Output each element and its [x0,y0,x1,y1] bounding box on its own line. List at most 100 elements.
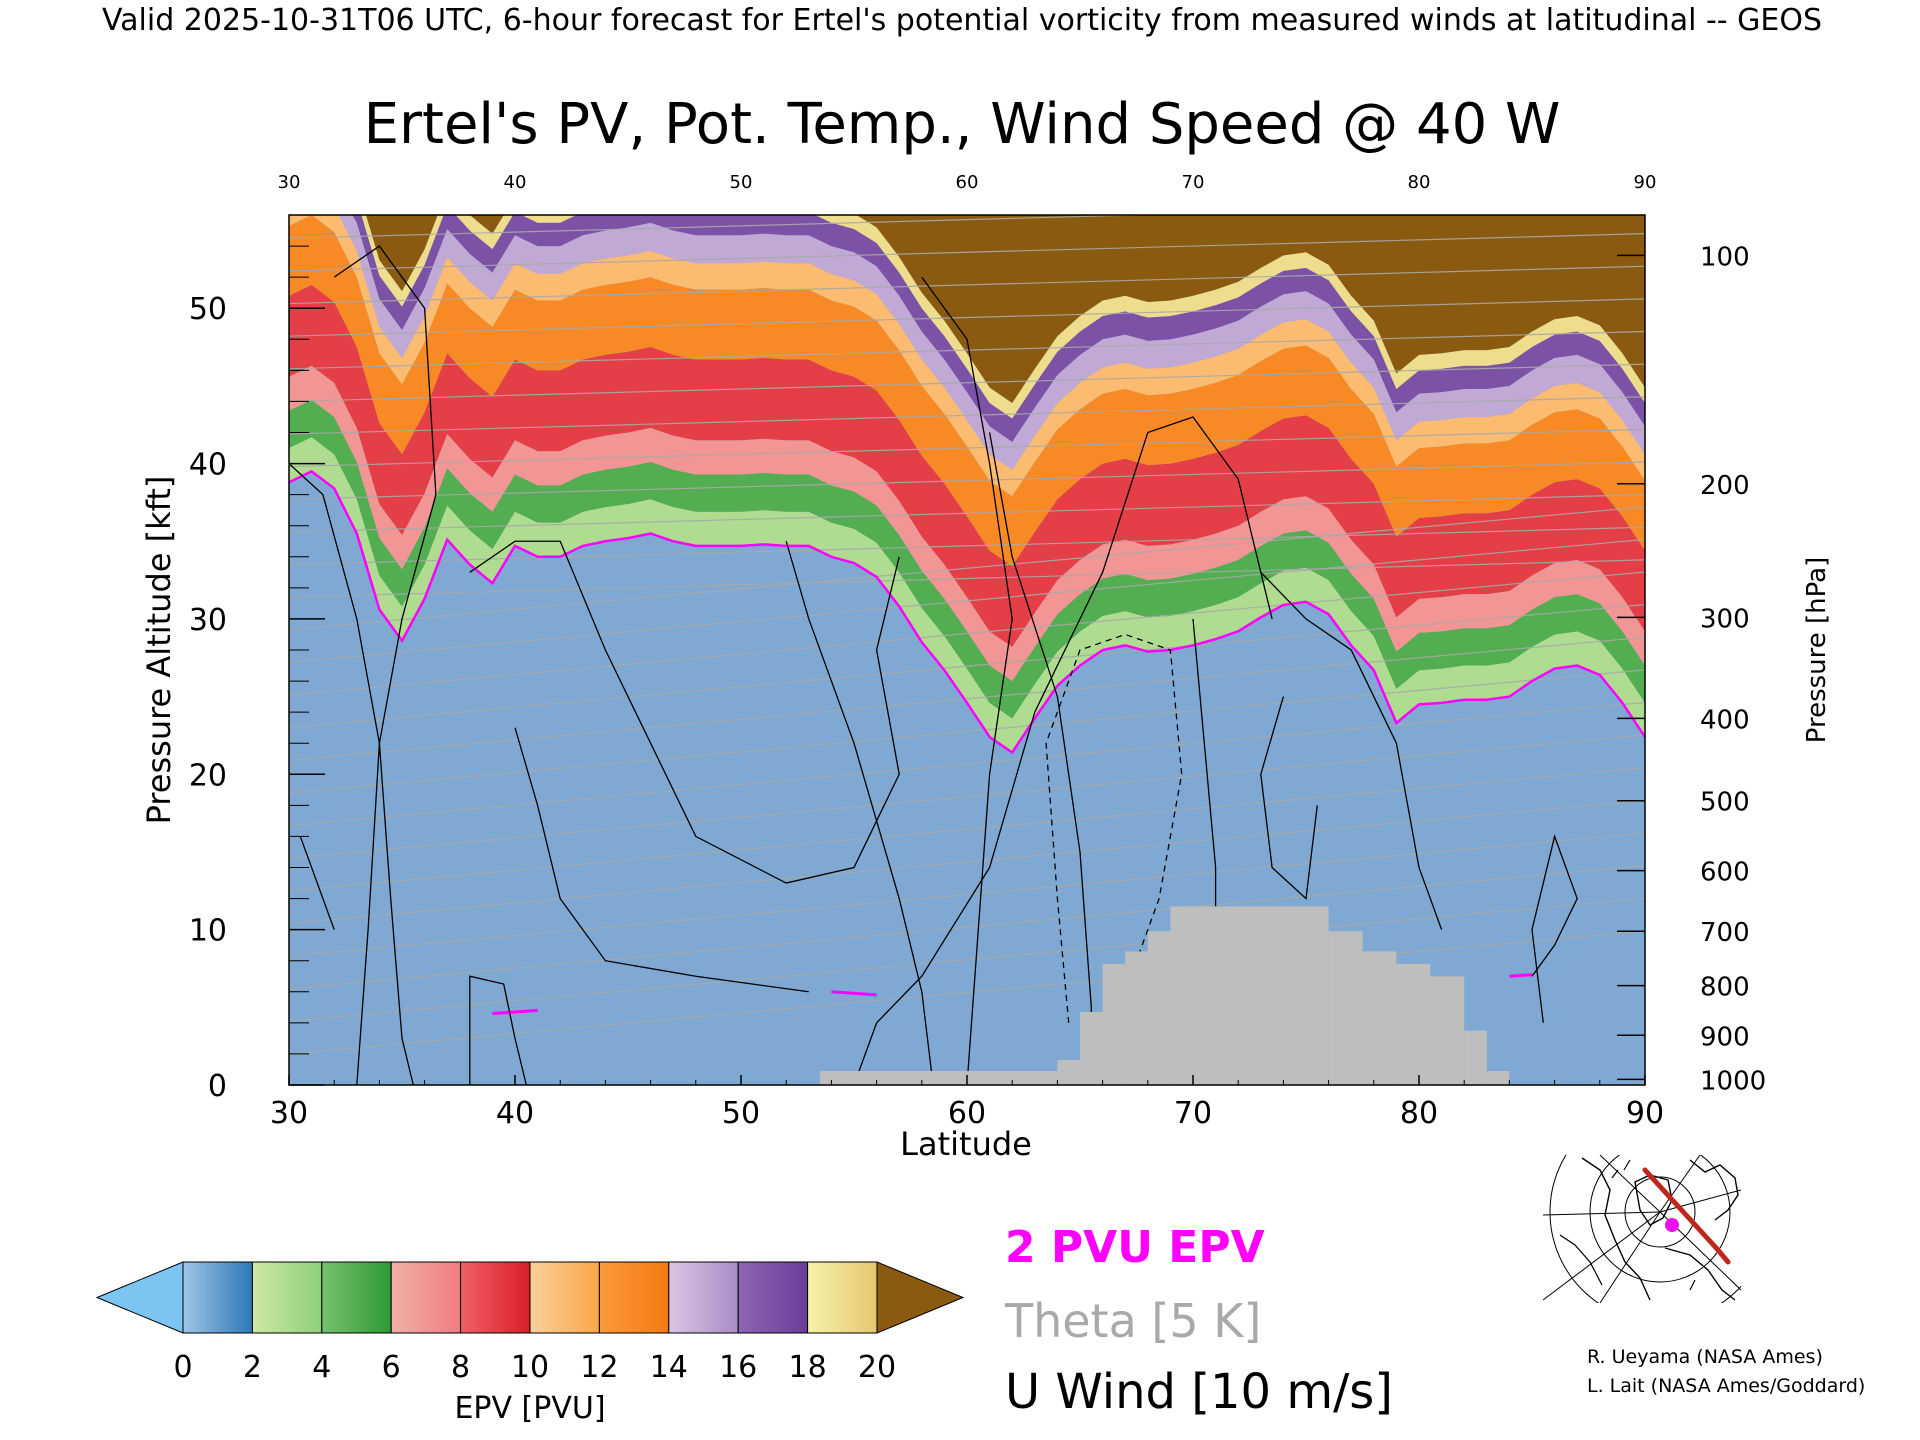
colorbar-tick-label: 6 [382,1350,401,1385]
y-right-tick-label: 800 [1700,973,1750,1003]
theta-contour [289,526,1645,566]
terrain-column [1057,1060,1080,1085]
epv-2pvu-island [1509,973,1533,978]
chart-title: Ertel's PV, Pot. Temp., Wind Speed @ 40 … [364,92,1561,157]
colorbar-over-arrow [876,1261,965,1334]
plot-area [289,215,1645,1085]
terrain-column [1486,1071,1510,1085]
theta-contour [289,734,1645,859]
colorbar-tick-label: 14 [650,1350,688,1385]
y-left-tick-label: 0 [208,1069,227,1104]
terrain-column [820,1071,843,1085]
theta-contour [289,832,1645,957]
right-axis-label: Pressure [hPa] [1802,557,1832,744]
terrain-column [1102,963,1126,1085]
colorbar-tick-label: 18 [789,1350,827,1385]
theta-contour [289,604,1645,729]
x-tick-label: 50 [722,1096,760,1131]
colorbar-segment [390,1261,462,1334]
u-wind-contour [853,416,1273,1085]
x-top-tick-label: 90 [1634,172,1657,193]
y-right-tick-label: 900 [1700,1022,1750,1052]
colorbar: 0 2 4 6 8 10 12 14 16 18 20 [95,1261,965,1385]
legend-theta-label: Theta [5 K] [1004,1294,1261,1348]
legend-epv-label: 2 PVU EPV [1005,1222,1265,1273]
y-right-tick-label: 600 [1700,858,1750,888]
theta-contour [289,461,1645,500]
x-tick-label: 70 [1174,1096,1212,1131]
colorbar-tick-label: 0 [173,1350,192,1385]
y-right-tick-label: 300 [1700,604,1750,634]
x-top-tick-label: 30 [278,172,301,193]
x-tick-label: 90 [1626,1096,1664,1131]
theta-contour [289,559,1645,598]
terrain-column [1193,906,1329,1085]
colorbar-tick-label: 4 [312,1350,331,1385]
u-wind-contour [1531,834,1578,1023]
theta-contour [289,571,1645,696]
y-left-tick-label: 40 [189,448,227,483]
theta-contour [289,767,1645,892]
axes: 3030404050506060707080809090010203040501… [189,172,1766,1131]
terrain-mask [820,906,1510,1085]
colorbar-segment [668,1261,739,1334]
y-right-tick-label: 100 [1700,242,1750,272]
x-top-tick-label: 60 [956,172,979,193]
theta-contour [289,428,1645,468]
colorbar-segment [460,1261,531,1334]
y-right-tick-label: 200 [1700,471,1750,501]
colorbar-under-arrow [95,1261,184,1334]
y-right-tick-label: 500 [1700,788,1750,818]
theta-contour [289,506,1645,631]
theta-contour [289,363,1645,403]
x-tick-label: 60 [948,1096,986,1131]
u-wind-contour [785,541,934,1085]
theta-contour [289,865,1645,990]
epv-band [289,284,1645,647]
location-marker-icon [1665,1218,1679,1232]
terrain-column [1396,963,1431,1085]
x-top-tick-label: 50 [730,172,753,193]
legend-uwind-label: U Wind [10 m/s] [1005,1364,1393,1420]
theta-contour [289,494,1645,533]
x-axis-label: Latitude [900,1125,1032,1163]
theta-contour [289,930,1645,1055]
colorbar-label: EPV [PVU] [454,1391,605,1426]
terrain-column [1464,1030,1487,1085]
u-wind-contour [1260,696,1318,900]
terrain-column [1170,906,1193,1085]
u-wind-contour [921,276,1013,1085]
x-tick-label: 80 [1400,1096,1438,1131]
u-wind-contour [514,727,809,993]
y-left-tick-label: 50 [189,292,227,327]
theta-contour [289,330,1645,370]
u-wind-contour [469,540,900,884]
epv-band [289,365,1645,682]
terrain-column [842,1071,1058,1085]
tropopause-layer [289,469,1645,1016]
colorbar-segment [598,1261,670,1334]
terrain-column [1430,976,1465,1085]
tropopause-2pvu-contour [289,469,1645,755]
colorbar-tick-label: 16 [719,1350,757,1385]
theta-contour [289,396,1645,435]
theta-contour [289,669,1645,794]
u-wind-contour [1260,571,1443,930]
terrain-column [1080,1011,1103,1085]
epv-band [289,437,1645,753]
colorbar-segment [529,1261,600,1334]
colorbar-segment [321,1261,392,1334]
terrain-column [1328,931,1363,1085]
forecast-banner: Valid 2025-10-31T06 UTC, 6-hour forecast… [102,3,1822,38]
colorbar-tick-label: 10 [511,1350,549,1385]
terrain-column [1147,931,1171,1085]
u-wind-contour-negative [1045,633,1183,1039]
u-wind-contour [333,245,437,1085]
theta-contour [289,897,1645,1022]
x-top-tick-label: 70 [1182,172,1205,193]
x-tick-label: 30 [270,1096,308,1131]
theta-contours [289,215,1645,1055]
theta-contour [289,636,1645,761]
epv-color-bands [289,215,1645,753]
